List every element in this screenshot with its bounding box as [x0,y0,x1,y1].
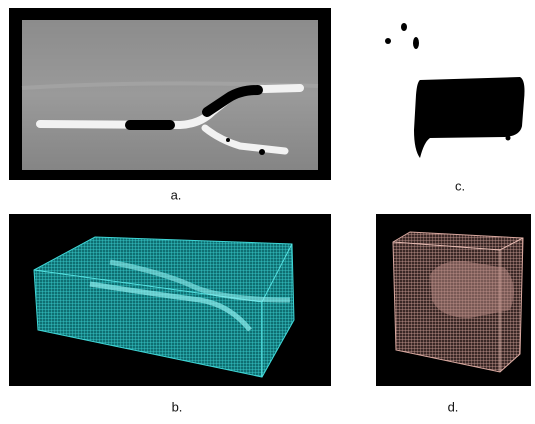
panel-d-image [376,214,531,386]
panel-label: d. [448,399,459,414]
panel-label: c. [455,178,465,193]
panel-a-image [9,8,331,180]
panel-c-image [385,23,525,158]
panel-label: b. [172,399,183,414]
figure: a. c. b. d. [0,0,535,419]
panel-b-image [9,214,331,386]
panel-label: a. [171,187,182,202]
page: {"panels": [{"label": "a."}, {"label": "… [0,0,535,419]
